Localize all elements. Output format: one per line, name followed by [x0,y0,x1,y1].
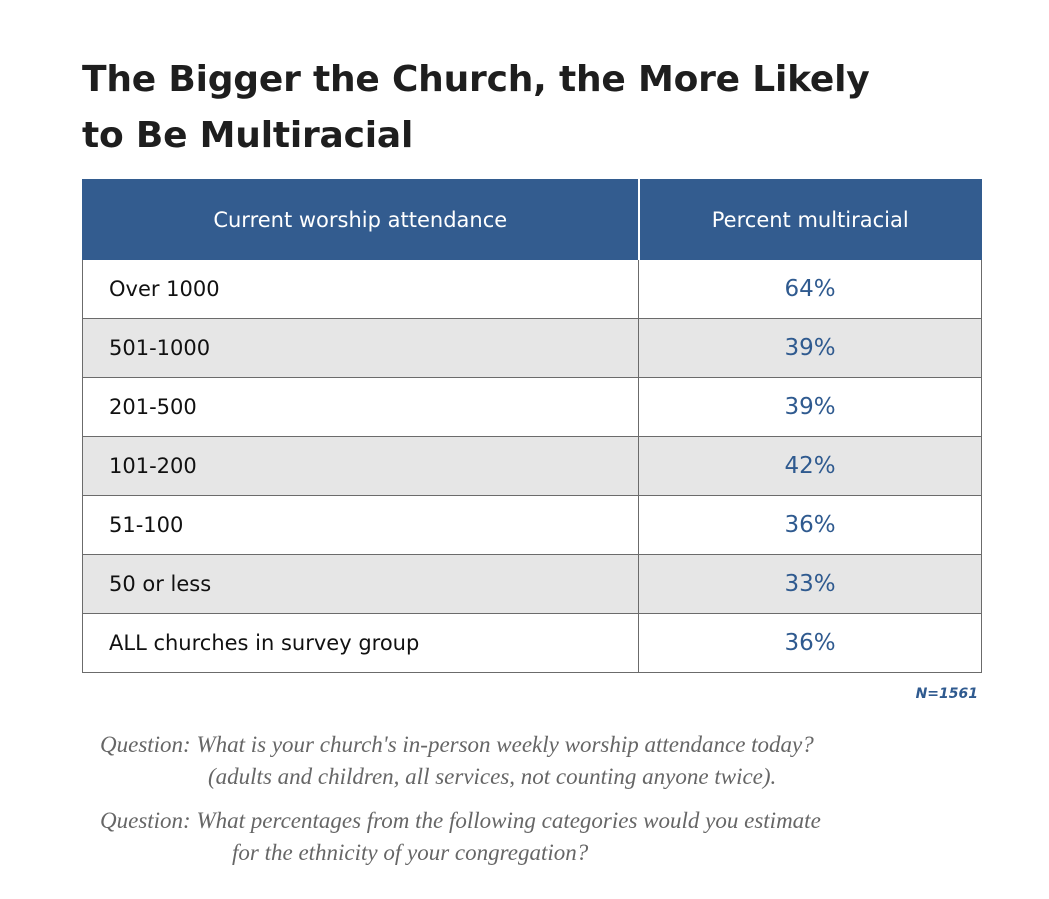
column-header-attendance: Current worship attendance [82,179,640,260]
table-row: 51-100 36% [82,495,982,555]
chart-title: The Bigger the Church, the More Likely t… [82,52,982,164]
category-label: 101-200 [82,436,639,496]
table-row: ALL churches in survey group 36% [82,613,982,673]
question-2-line-2: for the ethnicity of your congregation? [232,840,589,865]
percent-value: 33% [638,554,982,614]
category-label: Over 1000 [82,259,639,319]
chart-title-line-1: The Bigger the Church, the More Likely [82,59,870,100]
percent-value: 64% [638,259,982,319]
table-header-row: Current worship attendance Percent multi… [82,179,982,260]
percent-value: 39% [638,377,982,437]
percent-value: 39% [638,318,982,378]
category-label: 201-500 [82,377,639,437]
category-label: 50 or less [82,554,639,614]
percent-value: 36% [638,495,982,555]
question-1-line-2: (adults and children, all services, not … [208,764,777,789]
question-1-line-1: Question: What is your church's in-perso… [100,732,814,757]
table-row: Over 1000 64% [82,259,982,319]
sample-size-note: N=1561 [915,686,978,702]
chart-title-line-2: to Be Multiracial [82,115,414,156]
table-row: 50 or less 33% [82,554,982,614]
table-body: Over 1000 64% 501-1000 39% 201-500 39% 101-200… [82,259,982,673]
percent-value: 42% [638,436,982,496]
category-label: 501-1000 [82,318,639,378]
table-row: 101-200 42% [82,436,982,496]
category-label: 51-100 [82,495,639,555]
data-table-container: Current worship attendance Percent multi… [82,179,982,673]
data-table: Current worship attendance Percent multi… [82,179,982,673]
category-label: ALL churches in survey group [82,613,639,673]
column-header-percent: Percent multiracial [638,179,982,260]
percent-value: 36% [638,613,982,673]
table-row: 201-500 39% [82,377,982,437]
table-row: 501-1000 39% [82,318,982,378]
question-2-line-1: Question: What percentages from the foll… [100,808,821,833]
